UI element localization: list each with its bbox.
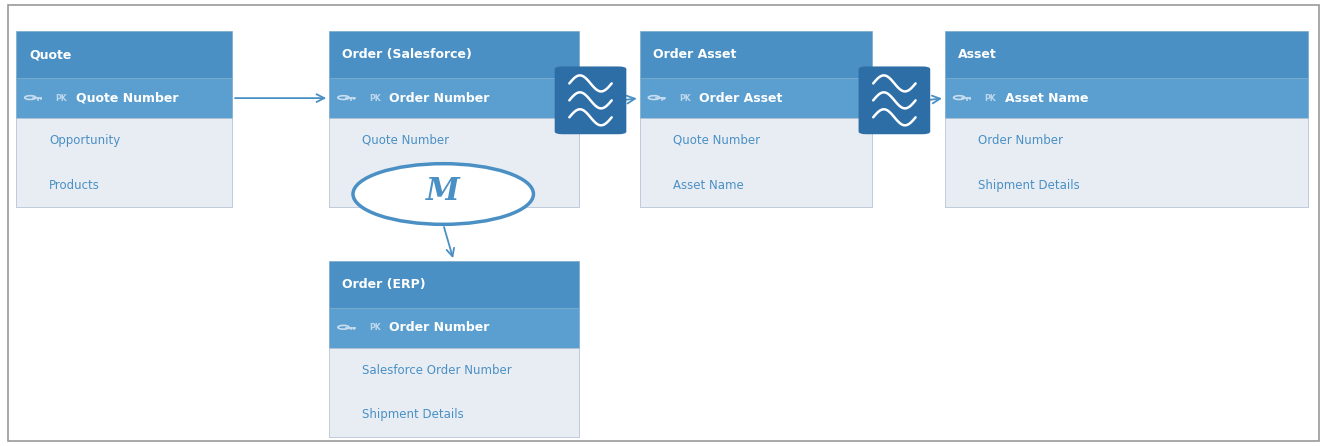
- Text: Order (Salesforce): Order (Salesforce): [342, 48, 472, 61]
- Text: Order Number: Order Number: [978, 134, 1063, 147]
- FancyBboxPatch shape: [329, 348, 579, 437]
- FancyBboxPatch shape: [859, 66, 930, 134]
- FancyBboxPatch shape: [329, 308, 579, 348]
- Text: Asset: Asset: [958, 48, 997, 61]
- FancyBboxPatch shape: [16, 31, 232, 78]
- Circle shape: [353, 164, 533, 224]
- FancyBboxPatch shape: [16, 118, 232, 207]
- Text: PK: PK: [56, 94, 68, 103]
- FancyBboxPatch shape: [329, 118, 579, 207]
- FancyBboxPatch shape: [945, 118, 1308, 207]
- Text: PK: PK: [985, 94, 997, 103]
- FancyBboxPatch shape: [329, 261, 579, 308]
- Text: Salesforce Order Number: Salesforce Order Number: [362, 363, 512, 377]
- Text: Shipment Details: Shipment Details: [978, 178, 1080, 192]
- FancyBboxPatch shape: [945, 78, 1308, 118]
- FancyBboxPatch shape: [8, 5, 1319, 441]
- Text: M: M: [426, 176, 460, 207]
- FancyBboxPatch shape: [329, 78, 579, 118]
- Text: Order Details: Order Details: [362, 178, 441, 192]
- Text: Order Asset: Order Asset: [699, 91, 783, 105]
- Text: Quote Number: Quote Number: [673, 134, 760, 147]
- FancyBboxPatch shape: [16, 78, 232, 118]
- Text: Order Asset: Order Asset: [653, 48, 736, 61]
- Text: Asset Name: Asset Name: [673, 178, 743, 192]
- FancyBboxPatch shape: [555, 66, 626, 134]
- FancyBboxPatch shape: [640, 31, 872, 78]
- Text: Products: Products: [49, 178, 100, 192]
- Text: Shipment Details: Shipment Details: [362, 408, 464, 421]
- Text: PK: PK: [369, 94, 381, 103]
- FancyBboxPatch shape: [640, 78, 872, 118]
- FancyBboxPatch shape: [945, 31, 1308, 78]
- Text: PK: PK: [369, 323, 381, 332]
- Text: Quote: Quote: [29, 48, 72, 61]
- Text: PK: PK: [679, 94, 691, 103]
- Text: Opportunity: Opportunity: [49, 134, 121, 147]
- FancyBboxPatch shape: [329, 31, 579, 78]
- Text: Order Number: Order Number: [389, 321, 490, 334]
- Text: Order (ERP): Order (ERP): [342, 278, 426, 291]
- Text: Quote Number: Quote Number: [76, 91, 178, 105]
- Text: Order Number: Order Number: [389, 91, 490, 105]
- Text: Asset Name: Asset Name: [1005, 91, 1088, 105]
- Text: Quote Number: Quote Number: [362, 134, 450, 147]
- FancyBboxPatch shape: [640, 118, 872, 207]
